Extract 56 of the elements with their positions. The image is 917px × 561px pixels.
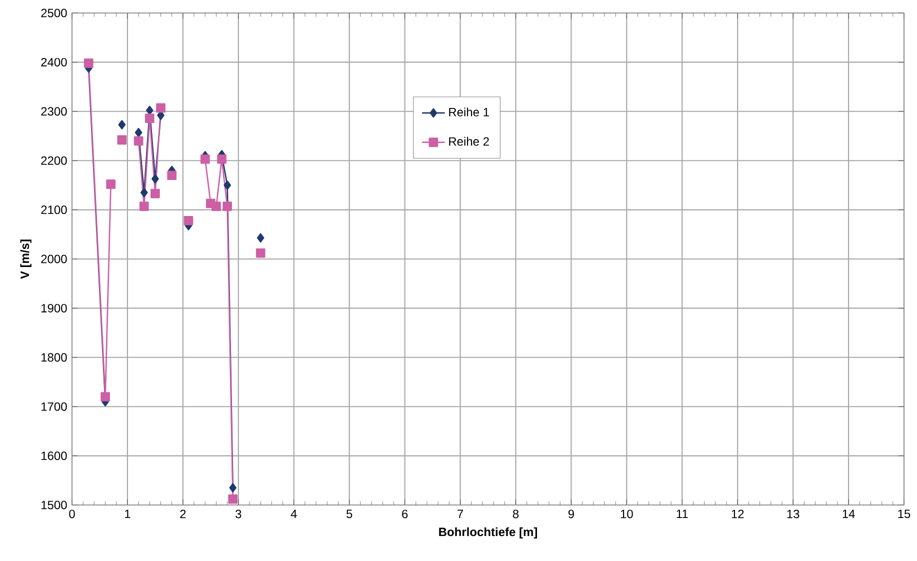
x-tick-label: 3 [236,510,242,518]
point [134,128,142,138]
point [212,202,221,212]
point [156,103,166,113]
x-tick-label: 9 [568,510,574,518]
x-tick-label: 5 [346,510,352,518]
point [134,136,144,146]
point [106,180,116,189]
x-tick-label: 13 [787,510,800,518]
point [222,202,232,212]
x-tick-label: 4 [290,510,297,518]
x-tick-label: 7 [458,510,463,518]
point [144,114,154,123]
y-tick-label: 1600 [42,452,67,460]
point [118,120,126,130]
x-tick-label: 10 [620,510,633,518]
x-tick-label: 8 [512,510,519,518]
point [140,188,148,198]
point [139,202,149,212]
point [152,174,159,184]
x-tick-label: 12 [732,510,744,518]
x-tick-label: 2 [180,510,186,518]
point [228,494,238,504]
point [224,180,231,190]
point [167,170,177,180]
point [84,58,94,68]
y-tick-label: 1800 [42,353,67,362]
legend-label: Reihe 2 [449,136,489,146]
x-tick-label: 1 [125,510,130,518]
x-axis-title: Bohrlochtiefe [m] [439,527,537,539]
y-tick-label: 2400 [41,58,67,66]
point [256,233,264,243]
y-axis-title: V [m/s] [20,240,32,279]
y-tick-label: 2300 [41,107,67,116]
x-tick-label: 6 [402,510,408,518]
x-tick-label: 15 [898,510,910,518]
point [217,154,226,164]
point [150,188,160,198]
y-tick-label: 2000 [41,254,67,264]
x-tick-label: 11 [676,510,688,518]
point [100,392,110,402]
point [229,483,237,492]
point [117,135,127,145]
point [146,106,154,116]
point [200,154,210,164]
point [256,248,266,258]
x-tick-label: 14 [842,510,855,518]
y-tick-label: 1700 [42,402,67,411]
y-tick-label: 1900 [42,304,67,312]
legend-label: Reihe 1 [449,108,489,116]
y-tick-label: 2200 [41,156,67,165]
y-tick-label: 1500 [42,500,67,510]
point [184,216,194,226]
y-tick-label: 2500 [41,8,67,18]
x-tick-label: 0 [69,510,75,518]
y-tick-label: 2100 [41,206,67,214]
